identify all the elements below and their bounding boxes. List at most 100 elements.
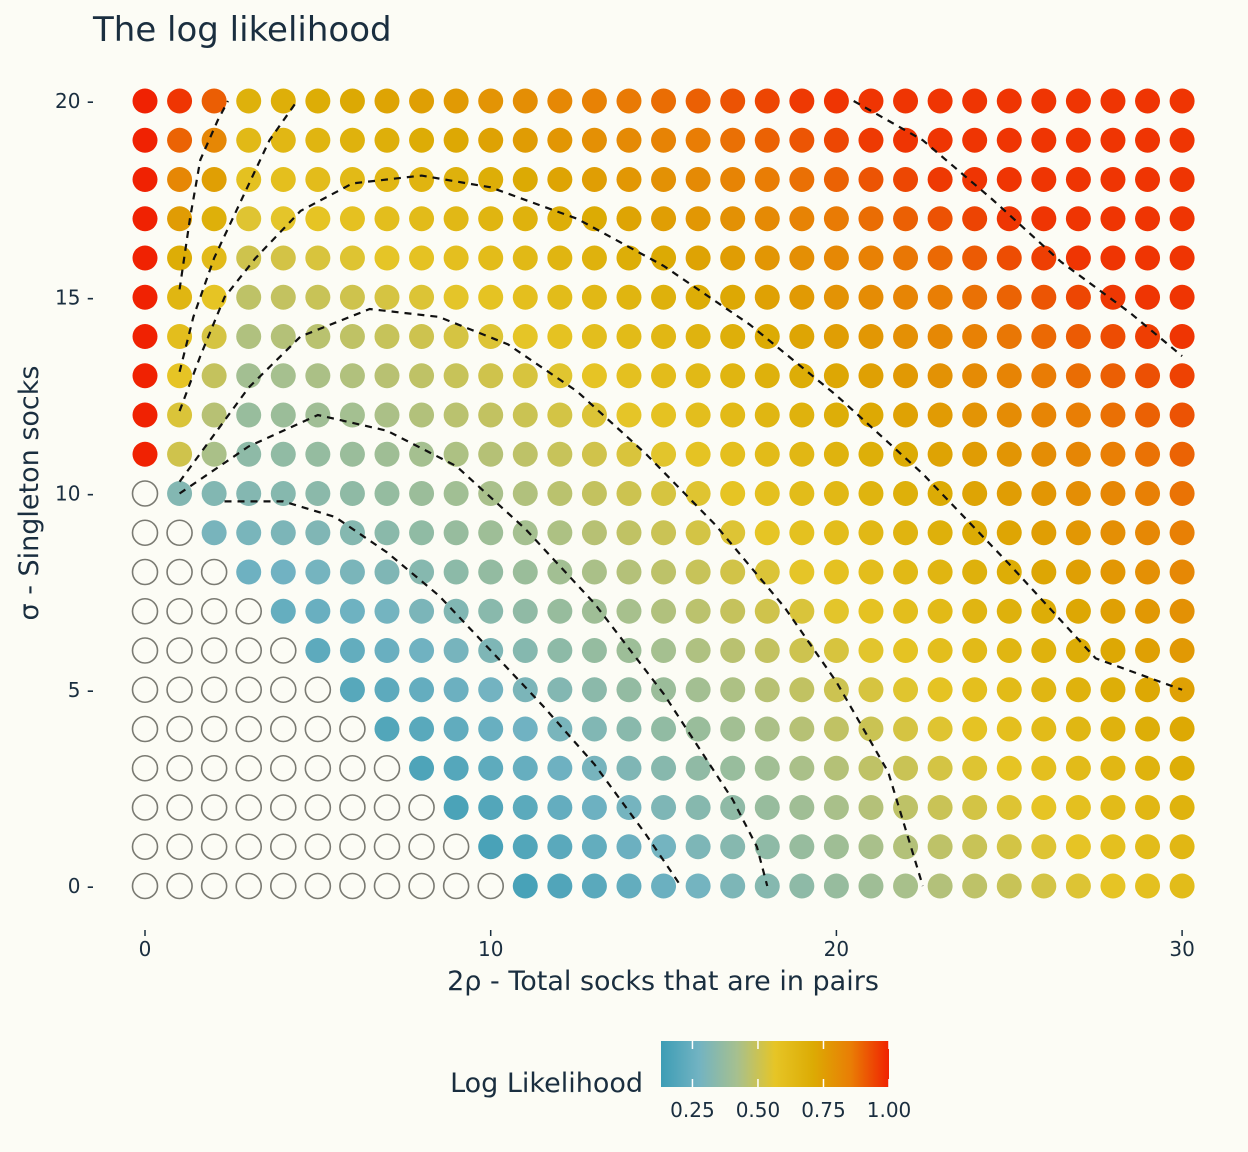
dot xyxy=(893,795,919,820)
dot-empty xyxy=(200,754,228,782)
dot-empty xyxy=(235,794,263,821)
dot xyxy=(1100,324,1126,349)
dot xyxy=(685,284,711,310)
dot xyxy=(893,520,919,546)
dot xyxy=(374,363,400,389)
dot xyxy=(893,873,919,899)
dot xyxy=(339,559,365,585)
dot xyxy=(789,481,815,506)
dot xyxy=(512,755,538,781)
dot xyxy=(996,795,1022,820)
dot xyxy=(858,834,884,860)
dot xyxy=(305,324,331,349)
dot xyxy=(409,324,435,349)
dot xyxy=(374,598,400,624)
dot xyxy=(1100,127,1126,153)
dot xyxy=(1065,677,1091,703)
dot xyxy=(270,88,296,114)
dot xyxy=(132,402,158,428)
dot xyxy=(996,402,1022,428)
dot xyxy=(305,127,331,153)
legend-tick-label: 0.75 xyxy=(801,1098,846,1122)
dot xyxy=(270,245,296,271)
dot xyxy=(789,677,815,703)
dot xyxy=(478,245,504,271)
dot xyxy=(720,363,746,389)
dot-empty xyxy=(235,597,263,625)
dot-empty xyxy=(200,558,228,586)
dot xyxy=(927,363,953,389)
dot xyxy=(167,127,193,153)
dot xyxy=(927,481,953,506)
dot xyxy=(270,284,296,310)
dot xyxy=(547,88,573,114)
dot xyxy=(685,481,711,506)
dot-empty xyxy=(373,833,401,861)
dot-empty xyxy=(235,637,263,664)
dot xyxy=(1031,324,1057,349)
dot xyxy=(478,363,504,389)
dot xyxy=(893,245,919,271)
dot xyxy=(893,402,919,428)
dot xyxy=(858,481,884,506)
dot xyxy=(962,402,988,428)
dot xyxy=(720,755,746,781)
dot xyxy=(1031,873,1057,899)
dot xyxy=(1169,481,1195,506)
dot xyxy=(823,873,849,899)
dot xyxy=(720,402,746,428)
dot-empty xyxy=(166,558,193,586)
dot xyxy=(374,520,400,546)
dot xyxy=(236,481,262,506)
dot-empty xyxy=(200,872,228,900)
dot xyxy=(1100,716,1126,742)
dot xyxy=(720,88,746,114)
dot xyxy=(893,88,919,114)
dot xyxy=(1031,363,1057,389)
dot xyxy=(1065,716,1091,742)
dot xyxy=(858,677,884,703)
dot xyxy=(685,167,711,192)
dot xyxy=(581,755,607,781)
dot xyxy=(893,638,919,663)
dot xyxy=(962,324,988,349)
dot xyxy=(927,402,953,428)
dot xyxy=(651,677,677,703)
dot xyxy=(339,324,365,349)
dot xyxy=(270,206,296,232)
dot xyxy=(651,402,677,428)
dot xyxy=(443,559,469,585)
dot xyxy=(512,677,538,703)
dot-empty xyxy=(269,794,297,821)
dot xyxy=(1100,873,1126,899)
dot-empty xyxy=(269,715,297,743)
dot xyxy=(685,834,711,860)
dot xyxy=(1031,834,1057,860)
dot xyxy=(478,284,504,310)
dot xyxy=(616,834,642,860)
dot xyxy=(339,638,365,663)
dot xyxy=(1135,402,1161,428)
dot xyxy=(616,755,642,781)
dot-empty xyxy=(304,715,332,743)
dot xyxy=(1135,206,1161,232)
dot xyxy=(754,598,780,624)
dot xyxy=(685,677,711,703)
dot xyxy=(409,167,435,192)
dot xyxy=(789,559,815,585)
dot xyxy=(927,638,953,663)
dot xyxy=(339,520,365,546)
dot xyxy=(1100,795,1126,820)
dot xyxy=(512,795,538,820)
dot xyxy=(996,834,1022,860)
dot xyxy=(581,520,607,546)
dot xyxy=(962,677,988,703)
dot xyxy=(547,755,573,781)
dot-empty xyxy=(166,715,193,743)
x-tick-label: 0 xyxy=(139,937,152,961)
dot xyxy=(1100,284,1126,310)
dot xyxy=(409,598,435,624)
dot xyxy=(201,481,227,506)
dot xyxy=(1135,598,1161,624)
dot xyxy=(927,206,953,232)
